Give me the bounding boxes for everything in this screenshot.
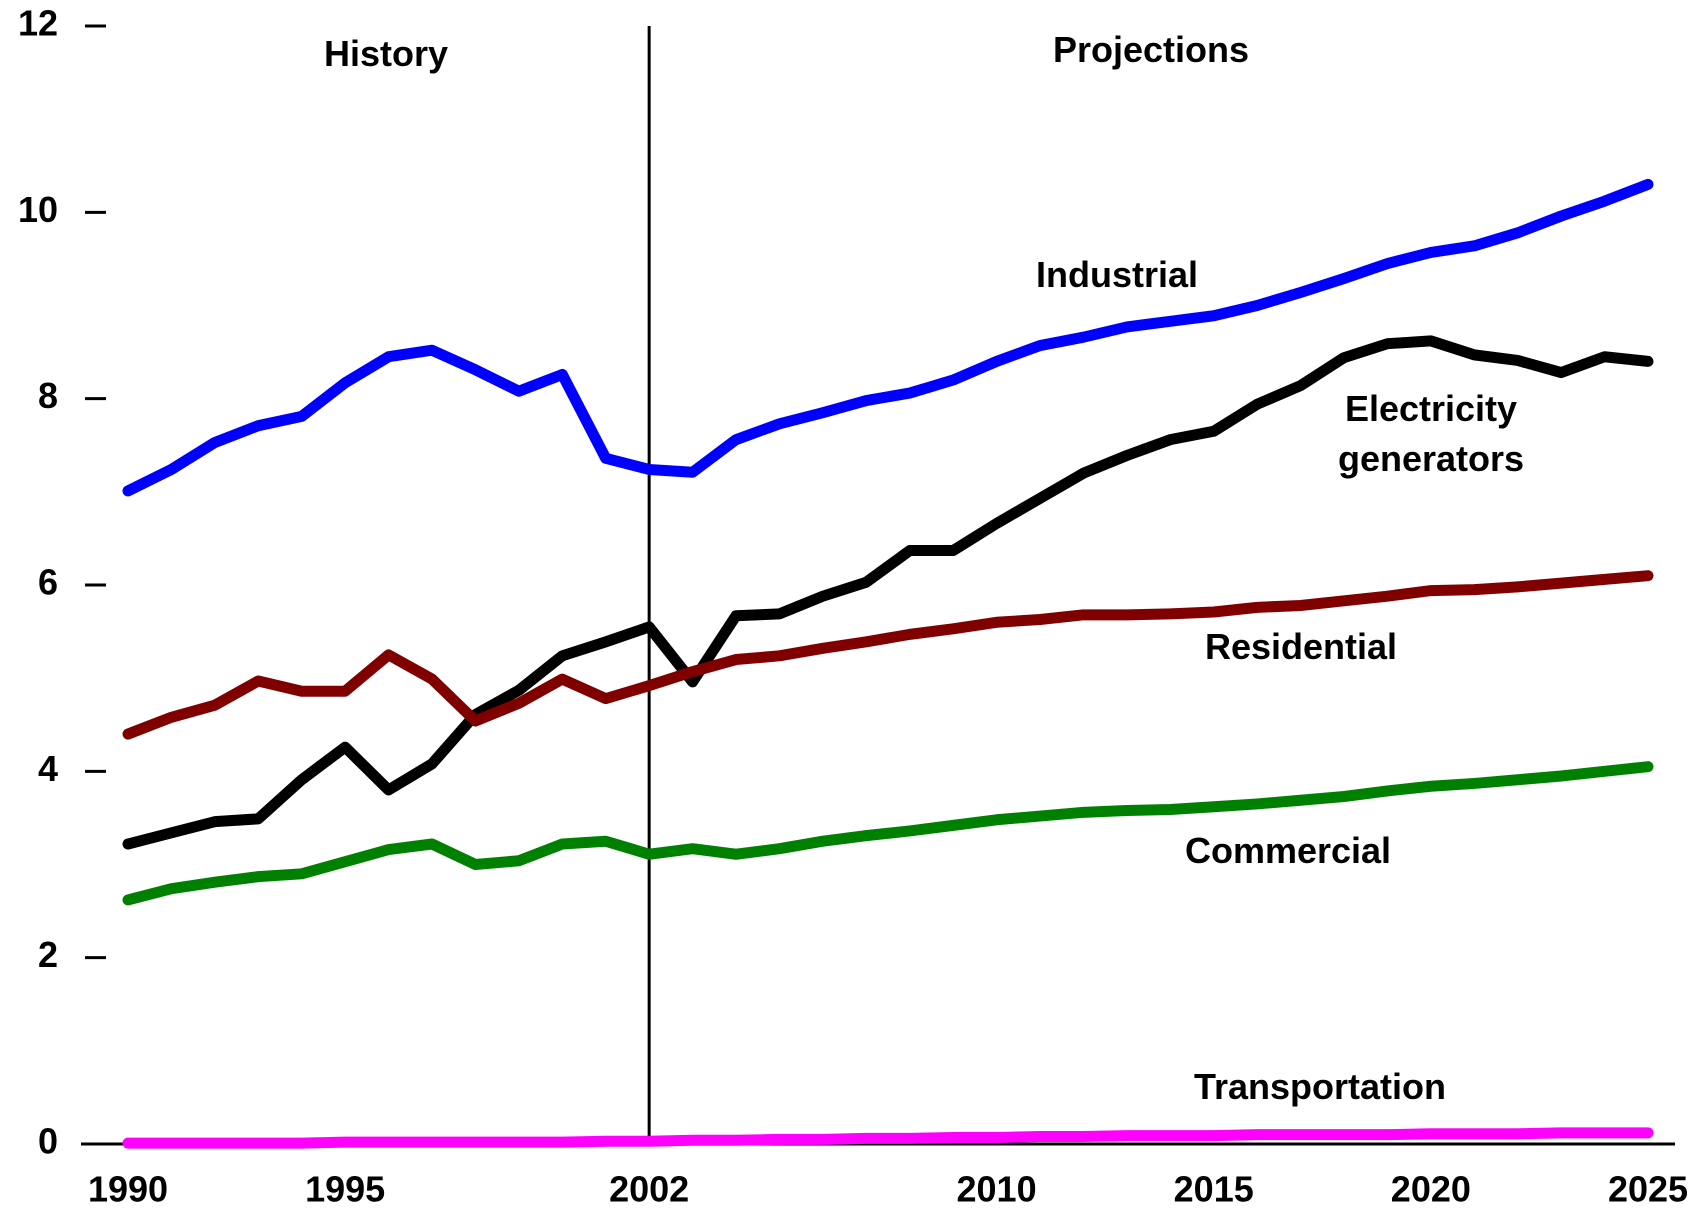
y-tick-label: 2 bbox=[38, 934, 58, 975]
y-tick-label: 8 bbox=[38, 375, 58, 416]
series-label: Transportation bbox=[1193, 1066, 1447, 1107]
x-tick-label: 2025 bbox=[1608, 1169, 1688, 1210]
y-tick-label: 0 bbox=[38, 1121, 58, 1162]
series-line bbox=[122, 761, 1654, 906]
y-tick-label: 12 bbox=[18, 3, 58, 44]
x-tick-label: 1995 bbox=[305, 1169, 385, 1210]
y-tick-label: 10 bbox=[18, 189, 58, 230]
series-label: Residential bbox=[1204, 626, 1398, 667]
y-tick-label: 6 bbox=[38, 562, 58, 603]
annotation: History bbox=[323, 33, 449, 74]
y-tick-label: 4 bbox=[38, 748, 58, 789]
series-line bbox=[122, 335, 1654, 850]
series-label: Industrial bbox=[1035, 254, 1199, 295]
x-tick-label: 2015 bbox=[1174, 1169, 1254, 1210]
x-tick-label: 2020 bbox=[1391, 1169, 1471, 1210]
x-tick-label: 1990 bbox=[88, 1169, 168, 1210]
series-line bbox=[122, 178, 1654, 497]
series-label: Commercial bbox=[1184, 830, 1392, 871]
series-line bbox=[122, 1127, 1654, 1149]
x-tick-label: 2002 bbox=[609, 1169, 689, 1210]
annotation: Projections bbox=[1052, 29, 1250, 70]
series-line bbox=[122, 570, 1654, 740]
x-tick-label: 2010 bbox=[957, 1169, 1037, 1210]
series-label: Electricity generators bbox=[1337, 388, 1525, 479]
